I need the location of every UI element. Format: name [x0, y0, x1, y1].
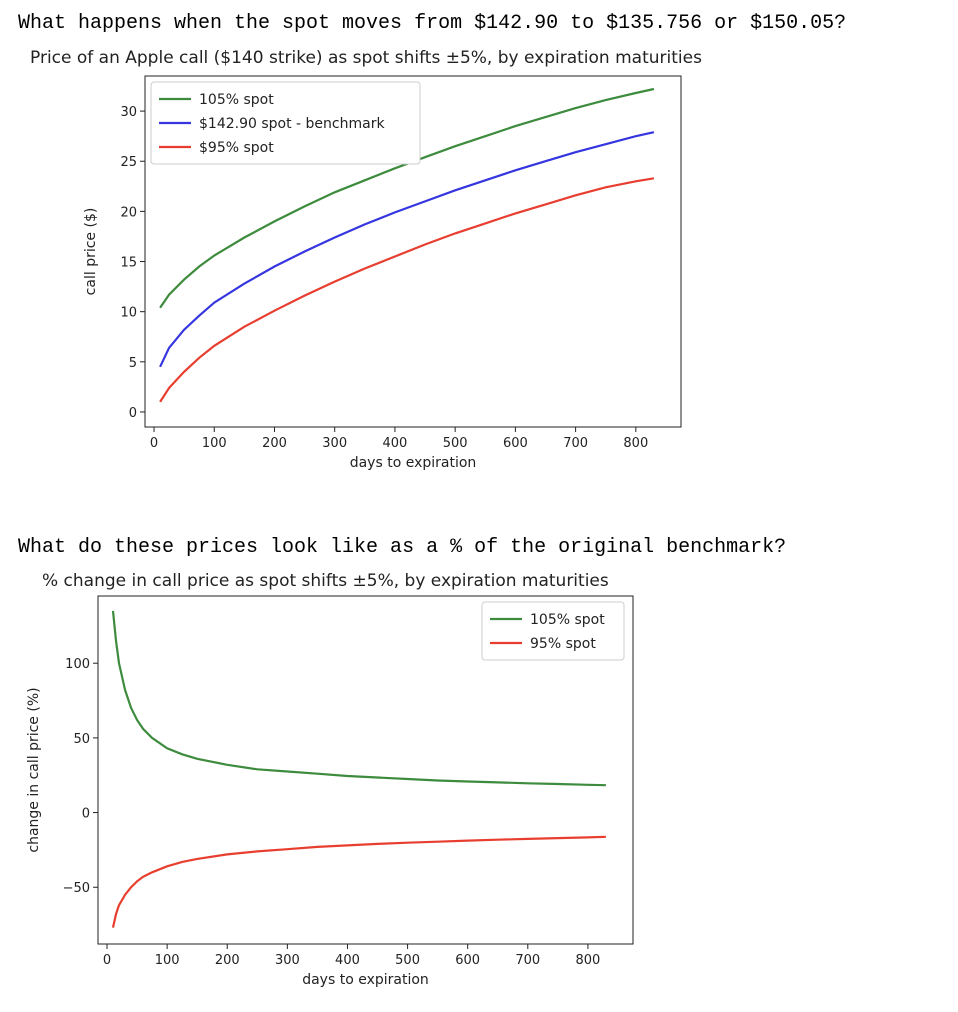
x-tick-label: 800 [576, 953, 601, 968]
question-1: What happens when the spot moves from $1… [18, 12, 847, 35]
x-tick-label: 400 [335, 953, 360, 968]
x-tick-label: 600 [455, 953, 480, 968]
y-tick-label: 100 [65, 657, 90, 672]
y-tick-label: 50 [73, 732, 90, 747]
series-line-1 [111, 610, 606, 787]
x-tick-label: 700 [563, 436, 588, 451]
legend-label: 95% spot [530, 636, 596, 652]
series-line-2 [111, 835, 606, 928]
legend-box [150, 81, 421, 165]
series-line-1 [159, 87, 655, 309]
x-tick-label: 200 [262, 436, 287, 451]
y-tick-label: 25 [120, 155, 137, 170]
y-tick-label: 20 [120, 205, 137, 220]
x-tick-label: 100 [155, 953, 180, 968]
x-tick-label: 300 [275, 953, 300, 968]
y-tick-label: −50 [63, 881, 90, 896]
call-price-chart: Price of an Apple call ($140 strike) as … [30, 48, 702, 471]
y-axis-label: change in call price (%) [26, 687, 42, 852]
x-tick-label: 200 [215, 953, 240, 968]
y-tick-label: 0 [82, 807, 90, 822]
y-tick-label: 10 [120, 306, 137, 321]
x-tick-label: 500 [443, 436, 468, 451]
x-tick-label: 100 [202, 436, 227, 451]
legend-label: $142.90 spot - benchmark [199, 116, 385, 132]
series-line-2 [159, 131, 655, 368]
x-tick-label: 700 [515, 953, 540, 968]
x-tick-label: 300 [322, 436, 347, 451]
x-tick-label: 800 [623, 436, 648, 451]
legend-label: $95% spot [199, 140, 274, 156]
plot-frame [97, 595, 634, 945]
y-tick-label: 5 [129, 356, 137, 371]
chart-title: Price of an Apple call ($140 strike) as … [30, 48, 702, 68]
y-tick-label: 15 [120, 256, 137, 271]
y-axis-label: call price ($) [83, 208, 99, 296]
x-axis-label: days to expiration [350, 455, 477, 471]
plot-frame [144, 75, 682, 428]
chart-title: % change in call price as spot shifts ±5… [42, 571, 609, 591]
x-tick-label: 600 [503, 436, 528, 451]
y-tick-label: 0 [129, 406, 137, 421]
legend-label: 105% spot [530, 612, 605, 628]
x-tick-label: 400 [383, 436, 408, 451]
x-axis-label: days to expiration [302, 972, 429, 988]
legend-box [481, 601, 625, 661]
x-tick-label: 500 [395, 953, 420, 968]
question-2: What do these prices look like as a % of… [18, 536, 787, 559]
x-tick-label: 0 [103, 953, 111, 968]
legend-label: 105% spot [199, 92, 274, 108]
x-tick-label: 0 [150, 436, 158, 451]
series-line-3 [159, 177, 655, 403]
y-tick-label: 30 [120, 105, 137, 120]
